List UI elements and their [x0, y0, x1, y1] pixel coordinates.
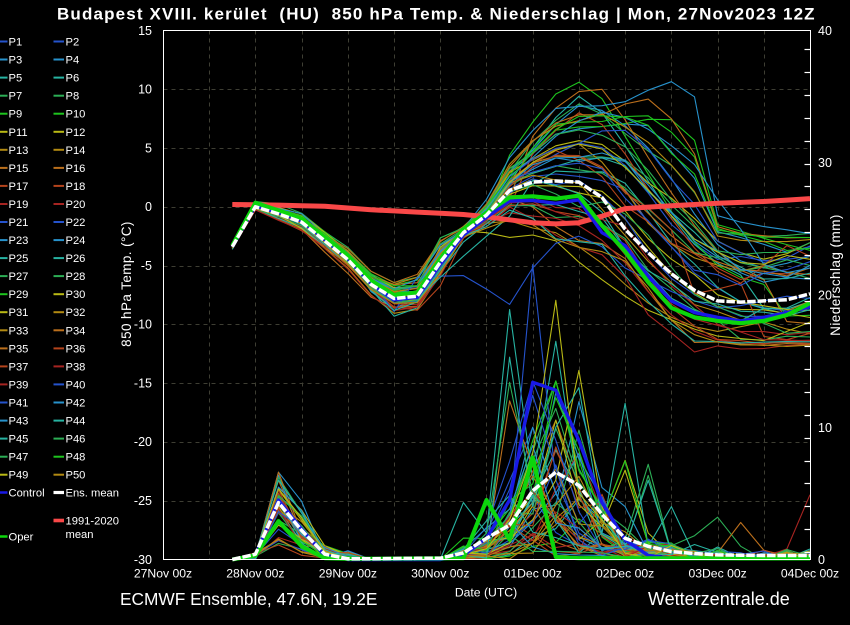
svg-text:P33: P33 [9, 325, 29, 337]
svg-text:P15: P15 [9, 163, 29, 175]
svg-text:P21: P21 [9, 217, 29, 229]
svg-text:P5: P5 [9, 73, 23, 85]
svg-text:P45: P45 [9, 434, 29, 446]
svg-text:P43: P43 [9, 416, 29, 428]
svg-text:Wetterzentrale.de: Wetterzentrale.de [648, 589, 790, 609]
svg-text:20: 20 [818, 289, 832, 303]
svg-text:P27: P27 [9, 271, 29, 283]
svg-text:40: 40 [818, 24, 832, 38]
svg-text:P42: P42 [66, 398, 86, 410]
svg-text:P36: P36 [66, 343, 86, 355]
svg-text:P10: P10 [66, 109, 86, 121]
svg-text:P39: P39 [9, 379, 29, 391]
svg-text:P23: P23 [9, 235, 29, 247]
svg-text:P1: P1 [9, 37, 23, 49]
svg-text:Control: Control [9, 488, 45, 500]
svg-text:Budapest XVIII. kerület (HU): Budapest XVIII. kerület (HU) 850 hPa Tem… [57, 5, 816, 24]
svg-text:P4: P4 [66, 55, 80, 67]
svg-text:P17: P17 [9, 181, 29, 193]
svg-text:P19: P19 [9, 199, 29, 211]
svg-text:P38: P38 [66, 361, 86, 373]
svg-text:P24: P24 [66, 235, 86, 247]
svg-text:P18: P18 [66, 181, 86, 193]
svg-text:30Nov 00z: 30Nov 00z [411, 567, 469, 581]
svg-text:P50: P50 [66, 470, 86, 482]
svg-text:P48: P48 [66, 452, 86, 464]
svg-text:P3: P3 [9, 55, 23, 67]
svg-text:P37: P37 [9, 361, 29, 373]
svg-text:P22: P22 [66, 217, 86, 229]
svg-text:0: 0 [145, 200, 152, 214]
svg-text:P26: P26 [66, 253, 86, 265]
svg-text:P16: P16 [66, 163, 86, 175]
svg-text:29Nov 00z: 29Nov 00z [319, 567, 377, 581]
svg-text:Ens. mean: Ens. mean [66, 488, 119, 500]
svg-text:-15: -15 [134, 377, 152, 391]
svg-text:P40: P40 [66, 379, 86, 391]
svg-text:27Nov 00z: 27Nov 00z [134, 567, 192, 581]
svg-text:30: 30 [818, 156, 832, 170]
svg-text:Date (UTC): Date (UTC) [455, 586, 517, 600]
svg-text:P7: P7 [9, 91, 23, 103]
svg-text:1991-2020: 1991-2020 [66, 516, 120, 528]
svg-text:04Dec 00z: 04Dec 00z [781, 567, 839, 581]
svg-text:P47: P47 [9, 452, 29, 464]
svg-text:P13: P13 [9, 145, 29, 157]
svg-text:mean: mean [66, 529, 94, 541]
svg-text:P32: P32 [66, 307, 86, 319]
svg-text:P9: P9 [9, 109, 23, 121]
svg-text:P30: P30 [66, 289, 86, 301]
svg-text:P14: P14 [66, 145, 86, 157]
svg-text:01Dec 00z: 01Dec 00z [504, 567, 562, 581]
svg-text:10: 10 [138, 83, 152, 97]
svg-text:5: 5 [145, 141, 152, 155]
svg-text:P25: P25 [9, 253, 29, 265]
svg-text:10: 10 [818, 421, 832, 435]
svg-text:03Dec 00z: 03Dec 00z [688, 567, 746, 581]
svg-text:P20: P20 [66, 199, 86, 211]
svg-text:-20: -20 [134, 435, 152, 449]
svg-text:Niederschlag (mm): Niederschlag (mm) [828, 214, 843, 336]
svg-text:P34: P34 [66, 325, 86, 337]
svg-text:P41: P41 [9, 398, 29, 410]
svg-text:-10: -10 [134, 318, 152, 332]
svg-text:P44: P44 [66, 416, 86, 428]
svg-text:0: 0 [818, 553, 825, 567]
svg-text:P29: P29 [9, 289, 29, 301]
svg-text:P2: P2 [66, 37, 80, 49]
svg-text:02Dec 00z: 02Dec 00z [596, 567, 654, 581]
svg-text:-5: -5 [141, 259, 152, 273]
svg-text:P11: P11 [9, 127, 28, 139]
svg-text:P8: P8 [66, 91, 80, 103]
svg-text:P12: P12 [66, 127, 86, 139]
svg-text:28Nov 00z: 28Nov 00z [226, 567, 284, 581]
svg-text:-30: -30 [134, 553, 152, 567]
svg-text:-25: -25 [134, 494, 152, 508]
svg-text:ECMWF Ensemble, 47.6N, 19.2E: ECMWF Ensemble, 47.6N, 19.2E [120, 589, 377, 609]
svg-text:850 hPa Temp. (°C): 850 hPa Temp. (°C) [119, 221, 134, 347]
svg-text:P46: P46 [66, 434, 86, 446]
svg-text:P49: P49 [9, 470, 29, 482]
svg-text:P6: P6 [66, 73, 80, 85]
svg-text:Oper: Oper [9, 532, 34, 544]
svg-text:P28: P28 [66, 271, 86, 283]
svg-text:15: 15 [138, 24, 152, 38]
svg-text:P31: P31 [9, 307, 29, 319]
svg-text:P35: P35 [9, 343, 29, 355]
